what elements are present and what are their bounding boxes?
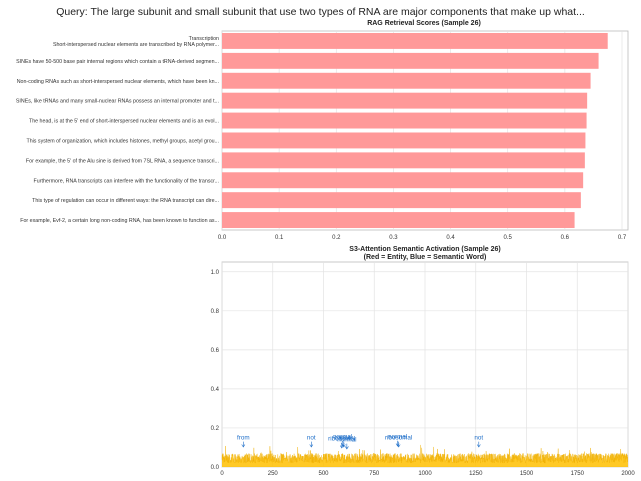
annotation: not	[474, 435, 483, 448]
bar	[222, 132, 586, 149]
annotation-arrowhead	[476, 444, 481, 448]
area-chart-y-tick-labels: 0.0 0.2 0.4 0.6 0.8 1.0	[211, 270, 220, 471]
x-tick-label: 0.2	[332, 235, 341, 241]
bar-chart-title: RAG Retrieval Scores (Sample 26)	[367, 20, 481, 27]
annotation-label: normal	[388, 434, 407, 441]
bar	[222, 52, 599, 69]
x-tick-label: 250	[268, 471, 279, 477]
x-tick-label: 2000	[621, 471, 635, 477]
x-tick-label: 500	[318, 471, 329, 477]
category-label: This system of organization, which inclu…	[26, 138, 219, 144]
x-tick-label: 0.1	[275, 235, 284, 241]
y-tick-label: 0.0	[211, 465, 220, 471]
annotation: not	[307, 435, 316, 448]
x-tick-label: 750	[369, 471, 380, 477]
annotation-arrowhead	[309, 444, 314, 448]
annotation-arrowhead	[395, 443, 400, 447]
bar	[222, 92, 588, 109]
y-tick-label: 0.8	[211, 309, 220, 315]
rag-retrieval-bar-chart: RAG Retrieval Scores (Sample 26) Transcr…	[16, 20, 629, 241]
annotation-label: not	[474, 435, 483, 442]
bar-chart-x-tick-labels: 0.0 0.1 0.2 0.3 0.4 0.5 0.6 0.7	[218, 235, 627, 241]
annotation-label: normal	[337, 437, 356, 444]
annotation: normal	[388, 434, 407, 447]
annotation-label: ribosomal	[328, 436, 355, 443]
activation-fill	[222, 444, 628, 467]
bar	[222, 72, 591, 89]
annotation-arrowhead	[340, 443, 345, 447]
category-label: Non-coding RNAs such as short-interspers…	[17, 79, 219, 85]
area-chart-title-line1: S3-Attention Semantic Activation (Sample…	[349, 246, 500, 253]
annotation-arrowhead	[344, 446, 349, 450]
annotation: cancer	[334, 435, 353, 448]
bar	[222, 212, 575, 229]
annotation-label: normal	[333, 434, 352, 441]
activation-series	[221, 444, 628, 467]
y-tick-label: 1.0	[211, 270, 220, 276]
area-chart-grid	[221, 262, 629, 468]
category-label: For example, Evf-2, a certain long non-c…	[20, 218, 219, 224]
figure-suptitle: Query: The large subunit and small subun…	[56, 6, 585, 18]
bar	[222, 192, 581, 209]
bar	[222, 172, 584, 189]
bar	[222, 152, 585, 169]
annotation-label: from	[237, 435, 250, 442]
annotation-arrowhead	[341, 444, 346, 448]
annotation-label: cancer	[334, 435, 353, 442]
x-tick-label: 0.5	[504, 235, 513, 241]
annotation: normal	[337, 437, 356, 450]
category-label: SINEs have 50-500 base pair internal reg…	[16, 59, 219, 65]
x-tick-label: 1500	[520, 471, 534, 477]
activation-line	[221, 444, 628, 464]
x-tick-label: 1250	[469, 471, 483, 477]
annotation-label: ribosomal	[385, 435, 412, 442]
area-chart-plot-area	[221, 261, 629, 468]
x-tick-label: 1750	[571, 471, 585, 477]
bar	[222, 32, 608, 49]
annotation: ribosomal	[385, 435, 412, 448]
x-tick-label: 0.7	[618, 235, 627, 241]
annotation: from	[237, 435, 250, 448]
category-label: SINEs, like tRNAs and many small-nuclear…	[16, 99, 219, 105]
category-label: This type of regulation can occur in dif…	[32, 198, 219, 204]
area-chart-x-tick-labels: 0 250 500 750 1000 1250 1500 1750 2000	[220, 471, 635, 477]
annotation: ribosomal	[328, 436, 355, 449]
category-label: The head, is at the 5' end of short-inte…	[29, 119, 219, 125]
x-tick-label: 0.4	[446, 235, 455, 241]
x-tick-label: 0	[220, 471, 224, 477]
bar-chart-bars	[222, 32, 608, 229]
x-tick-label: 0.6	[561, 235, 570, 241]
area-chart-title-line2: (Red = Entity, Blue = Semantic Word)	[364, 254, 487, 261]
category-label: For example, the 5' of the Alu sine is d…	[26, 158, 219, 164]
y-tick-label: 0.4	[211, 387, 220, 393]
x-tick-label: 0.0	[218, 235, 227, 241]
category-label: Transcription Short-interspersed nuclear …	[53, 36, 219, 48]
bar	[222, 112, 587, 129]
x-tick-label: 0.3	[389, 235, 398, 241]
bar-chart-category-labels: Transcription Short-interspersed nuclear …	[16, 36, 219, 224]
category-label: Furthermore, RNA transcripts can interfe…	[34, 178, 219, 184]
annotation-arrowhead	[339, 445, 344, 449]
y-tick-label: 0.2	[211, 426, 220, 432]
annotation: normal	[333, 434, 352, 447]
y-tick-label: 0.6	[211, 348, 220, 354]
x-tick-label: 1000	[418, 471, 432, 477]
annotation-arrowhead	[396, 444, 401, 448]
annotation-label: not	[307, 435, 316, 442]
annotation-arrowhead	[241, 444, 246, 448]
